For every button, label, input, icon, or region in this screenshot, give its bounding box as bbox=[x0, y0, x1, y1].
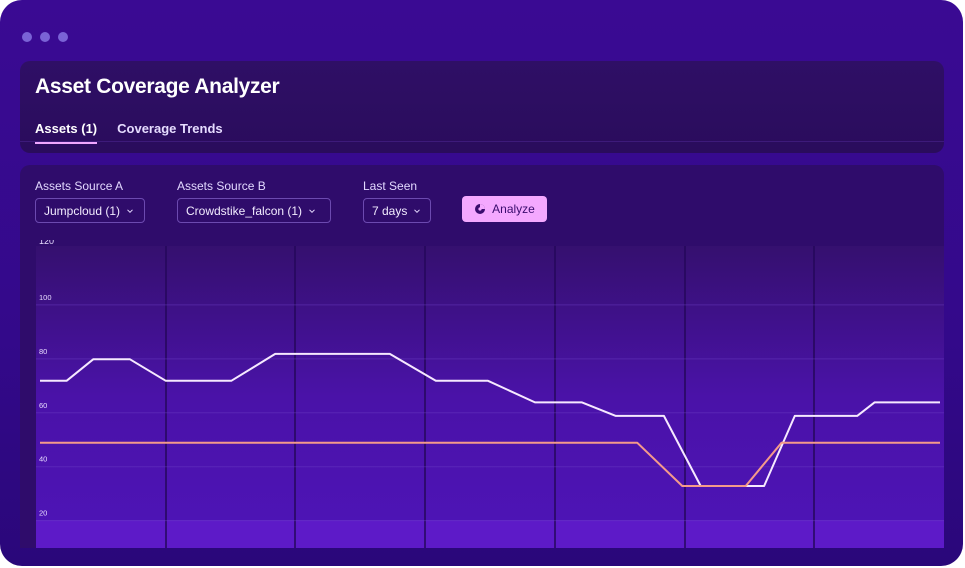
window-dot-maximize[interactable] bbox=[58, 32, 68, 42]
series-line-2 bbox=[40, 441, 940, 487]
source-a-label: Assets Source A bbox=[35, 179, 124, 193]
y-tick-label: 40 bbox=[39, 455, 47, 464]
last-seen-select[interactable]: 7 days bbox=[363, 198, 431, 223]
last-seen-label: Last Seen bbox=[363, 179, 418, 193]
tab-bar: Assets (1) Coverage Trends bbox=[35, 121, 223, 144]
chart-background bbox=[36, 246, 944, 548]
filter-source-b: Assets Source B Crowdstike_falcon (1) bbox=[177, 179, 331, 223]
analyze-label: Analyze bbox=[492, 202, 535, 216]
source-a-value: Jumpcloud (1) bbox=[44, 203, 121, 218]
window-dot-close[interactable] bbox=[22, 32, 32, 42]
coverage-chart: 120 100 80 60 40 20 bbox=[36, 236, 944, 548]
filter-last-seen: Last Seen 7 days bbox=[363, 179, 431, 223]
y-tick-label: 120 bbox=[39, 240, 54, 246]
tab-coverage-trends[interactable]: Coverage Trends bbox=[117, 121, 223, 136]
y-tick-label: 80 bbox=[39, 347, 47, 356]
source-b-select[interactable]: Crowdstike_falcon (1) bbox=[177, 198, 331, 223]
last-seen-value: 7 days bbox=[372, 203, 408, 218]
series-line-1 bbox=[40, 352, 940, 487]
header-card: Asset Coverage Analyzer Assets (1) Cover… bbox=[20, 61, 944, 153]
filter-source-a: Assets Source A Jumpcloud (1) bbox=[35, 179, 145, 223]
chevron-down-icon bbox=[414, 208, 421, 213]
header-divider bbox=[20, 141, 944, 142]
main-panel: Assets Source A Jumpcloud (1) Assets Sou… bbox=[20, 165, 944, 548]
source-b-label: Assets Source B bbox=[177, 179, 266, 193]
chevron-down-icon bbox=[127, 208, 133, 213]
source-b-value: Crowdstike_falcon (1) bbox=[186, 203, 303, 218]
source-a-select[interactable]: Jumpcloud (1) bbox=[35, 198, 145, 223]
page-title: Asset Coverage Analyzer bbox=[35, 75, 280, 98]
window-dot-minimize[interactable] bbox=[40, 32, 50, 42]
analyze-button[interactable]: Analyze bbox=[462, 196, 547, 222]
y-tick-label: 20 bbox=[39, 509, 47, 518]
chart-footer-band bbox=[36, 520, 944, 548]
tab-assets[interactable]: Assets (1) bbox=[35, 121, 98, 144]
y-tick-label: 60 bbox=[39, 401, 47, 410]
analyze-icon bbox=[475, 204, 486, 214]
window-controls bbox=[22, 32, 68, 42]
chart-area: 120 100 80 60 40 20 bbox=[36, 236, 944, 548]
chevron-down-icon bbox=[309, 208, 315, 213]
y-tick-label: 100 bbox=[39, 293, 52, 302]
